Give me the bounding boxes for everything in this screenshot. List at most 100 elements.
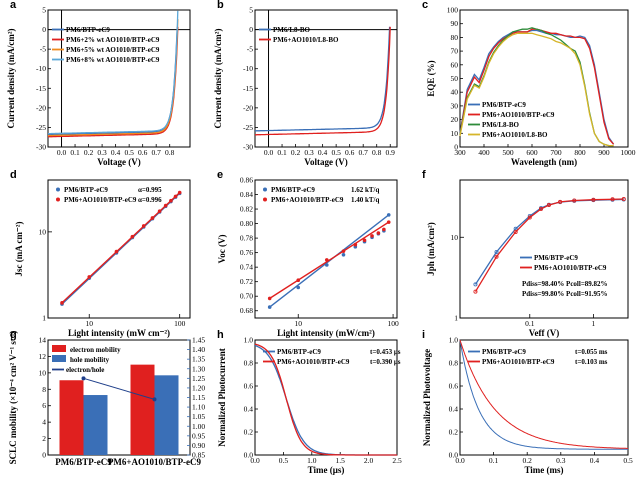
legend-g-0: electron mobility xyxy=(70,346,121,354)
y-tick-label-e: 0.84 xyxy=(240,190,253,199)
y-tick-label-h: 0.2 xyxy=(244,428,254,437)
x-tick-label-e: 10 xyxy=(294,319,302,328)
y-tick-label-h: 0.4 xyxy=(244,405,254,414)
data-point-e-0 xyxy=(296,285,301,290)
x-tick-label-i: 0.1 xyxy=(489,456,499,465)
x-tick-label-a: 0.3 xyxy=(97,148,107,157)
y-tick-label-a: -30 xyxy=(36,143,46,152)
legend-marker-d-0 xyxy=(56,187,60,192)
y-tick-label-i: 0.2 xyxy=(449,428,459,437)
y-axis-label-b: Current density (mA/cm²) xyxy=(213,28,223,128)
y-tick-label-c: 40 xyxy=(451,88,459,97)
x-axis-label-c: Wavelength (nm) xyxy=(511,157,577,167)
data-point-e-1 xyxy=(362,238,367,243)
legend-swatch-g-1 xyxy=(52,355,66,362)
plot-frame-a xyxy=(47,9,191,148)
y-tick-label-e: 0.74 xyxy=(240,263,253,272)
legend-marker-d-1 xyxy=(56,197,60,202)
x-tick-label-d: 100 xyxy=(174,319,186,328)
data-point-e-1 xyxy=(267,296,272,301)
panel-label-g: g xyxy=(10,329,17,341)
x-tick-label-c: 400 xyxy=(478,148,490,157)
y-tick-label-g: 12 xyxy=(39,352,47,361)
tau-annotation-i-1: t=0.103 ms xyxy=(575,358,608,366)
y-tick-label-c: 80 xyxy=(451,33,459,42)
x-tick-label-b: 0.9 xyxy=(386,148,396,157)
fit-line-d-1 xyxy=(61,191,181,304)
data-point-f-0 xyxy=(473,282,478,287)
data-point-d-1 xyxy=(141,224,146,228)
legend-g-2: electron/hole xyxy=(66,366,104,374)
legend-f-1: PM6+AO1010/BTP-eC9 xyxy=(534,264,607,272)
y-tick-label-c: 20 xyxy=(451,115,459,124)
plot-frame-b xyxy=(254,9,398,148)
data-point-d-1 xyxy=(163,203,168,208)
x-tick-label-c: 700 xyxy=(550,148,562,157)
y-right-tick-label-g: 1.30 xyxy=(192,364,205,373)
ratio-point-g xyxy=(81,376,86,381)
x-tick-label-d: 10 xyxy=(85,319,93,328)
y-tick-label-e: 0.68 xyxy=(240,306,253,315)
legend-b-1: PM6+AO1010/L8-BO xyxy=(273,36,339,44)
x-tick-label-b: 0.5 xyxy=(331,148,341,157)
y-tick-label-e: 0.70 xyxy=(240,292,253,301)
data-point-f-1 xyxy=(572,198,577,203)
data-point-e-1 xyxy=(376,231,381,235)
y-tick-label-f: 1 xyxy=(454,314,458,323)
eqe-curve-3 xyxy=(459,32,614,147)
data-point-e-1 xyxy=(341,249,346,253)
x-tick-label-h: 2.5 xyxy=(392,456,402,465)
data-point-d-1 xyxy=(157,209,162,213)
y-tick-label-i: 0.6 xyxy=(449,382,459,391)
legend-c-0: PM6/BTP-eC9 xyxy=(482,101,526,109)
legend-g-1: hole mobility xyxy=(70,356,110,364)
x-tick-label-b: 0.8 xyxy=(372,148,382,157)
panel-label-a: a xyxy=(10,0,17,11)
data-point-e-1 xyxy=(324,258,329,262)
x-tick-label-c: 600 xyxy=(526,148,538,157)
y-tick-label-c: 10 xyxy=(451,129,459,138)
y-right-tick-label-g: 1.35 xyxy=(192,355,205,364)
y-tick-label-c: 90 xyxy=(451,19,459,28)
y-tick-label-b: -15 xyxy=(243,84,253,93)
y-tick-label-b: -30 xyxy=(243,143,253,152)
x-tick-label-b: 0.2 xyxy=(291,148,301,157)
x-tick-label-b: 0.6 xyxy=(345,148,355,157)
data-point-f-1 xyxy=(473,289,478,294)
data-point-f-1 xyxy=(610,197,615,202)
x-tick-label-i: 0.0 xyxy=(455,456,465,465)
y-tick-label-i: 1.0 xyxy=(449,336,459,345)
x-tick-label-h: 2.0 xyxy=(364,456,374,465)
x-tick-label-f: 0.1 xyxy=(525,319,535,328)
legend-a-0: PM6/BTP-eC9 xyxy=(66,26,110,34)
data-point-d-1 xyxy=(130,234,135,239)
plot-frame-e xyxy=(254,179,398,319)
x-tick-label-c: 900 xyxy=(598,148,610,157)
y-axis-label-i: Normalized Photovoltage xyxy=(422,349,432,446)
data-point-f-1 xyxy=(494,254,499,259)
data-point-f-1 xyxy=(546,203,551,208)
pdiss-annotation-f-0: Pdiss=98.40% Pcoll=89.82% xyxy=(522,280,608,288)
x-tick-label-a: 0.7 xyxy=(152,148,162,157)
y-axis-label-a: Current density (mA/cm²) xyxy=(6,28,16,128)
y-tick-label-d: 10 xyxy=(39,227,47,236)
y-tick-label-e: 0.82 xyxy=(240,205,253,214)
y-tick-label-d: 1 xyxy=(42,314,46,323)
bar-electron-1 xyxy=(130,364,155,455)
legend-marker-e-1 xyxy=(263,197,267,202)
y-tick-label-a: -5 xyxy=(40,45,46,54)
data-point-e-0 xyxy=(341,253,346,257)
x-tick-label-c: 500 xyxy=(502,148,514,157)
x-tick-label-i: 0.3 xyxy=(556,456,566,465)
x-tick-label-h: 0.0 xyxy=(250,456,260,465)
x-tick-label-a: 0.6 xyxy=(138,148,148,157)
legend-d-1: PM6+AO1010/BTP-eC9 xyxy=(64,196,137,204)
panel-label-i: i xyxy=(422,329,425,341)
legend-swatch-g-0 xyxy=(52,345,66,352)
y-tick-label-i: 0.8 xyxy=(449,359,459,368)
y-right-tick-label-g: 1.45 xyxy=(192,336,205,345)
data-point-e-0 xyxy=(267,305,272,309)
x-axis-label-d: Light intensity (mW cm⁻²) xyxy=(68,328,170,338)
jv-curve-b-1 xyxy=(255,26,391,136)
